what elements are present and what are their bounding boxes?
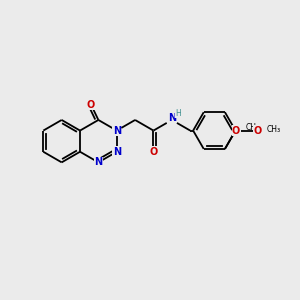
Text: N: N — [113, 126, 121, 136]
Text: O: O — [253, 126, 261, 136]
Text: N: N — [94, 158, 102, 167]
Text: CH₃: CH₃ — [246, 122, 260, 131]
Text: N: N — [113, 147, 121, 157]
Text: O: O — [149, 147, 158, 157]
Text: CH₃: CH₃ — [267, 125, 281, 134]
Text: O: O — [232, 126, 240, 136]
Text: O: O — [87, 100, 95, 110]
Text: N: N — [168, 113, 176, 124]
Text: H: H — [175, 109, 181, 118]
